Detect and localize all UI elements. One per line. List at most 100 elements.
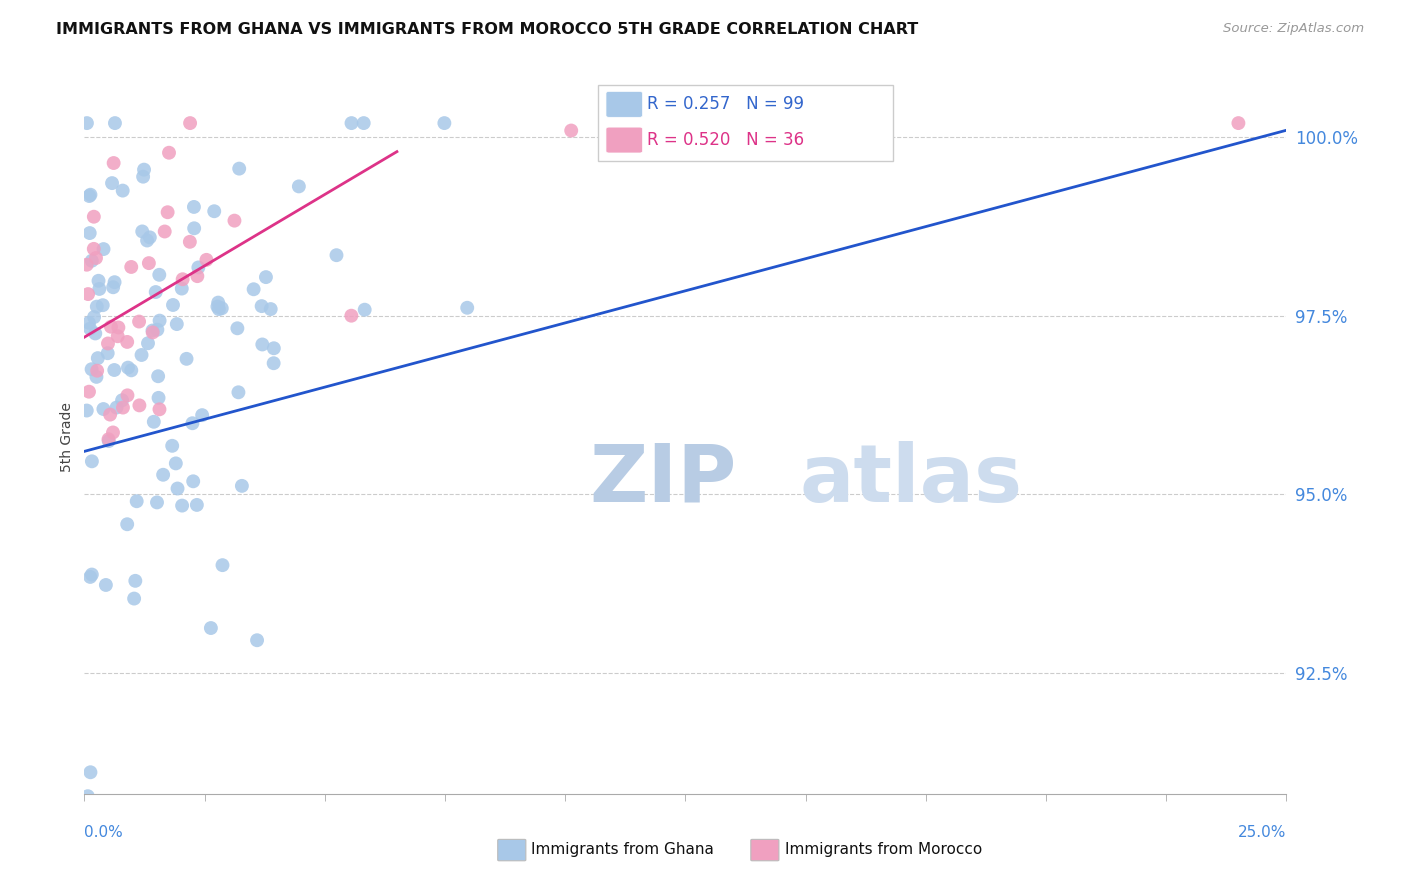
Point <box>117 388 139 402</box>
Text: IMMIGRANTS FROM GHANA VS IMMIGRANTS FROM MOROCCO 5TH GRADE CORRELATION CHART: IMMIGRANTS FROM GHANA VS IMMIGRANTS FROM… <box>56 22 918 37</box>
Point <box>165 456 187 470</box>
Point <box>146 495 169 509</box>
Point <box>242 282 264 296</box>
Text: ZIPatlas: ZIPatlas <box>589 441 957 519</box>
Point <box>124 574 146 588</box>
Text: Immigrants from Morocco: Immigrants from Morocco <box>785 842 981 856</box>
Point <box>84 251 107 265</box>
Point <box>79 187 101 202</box>
Point <box>166 482 188 496</box>
Text: ZIP: ZIP <box>589 441 737 519</box>
Point <box>353 116 375 130</box>
Point <box>101 425 124 440</box>
Point <box>231 479 253 493</box>
Point <box>149 313 172 327</box>
Point <box>353 302 375 317</box>
Point <box>195 252 218 267</box>
Point <box>179 235 201 249</box>
Point <box>86 300 108 314</box>
Point <box>97 346 120 360</box>
Point <box>560 123 582 137</box>
Point <box>79 321 101 335</box>
Point <box>131 348 153 362</box>
Point <box>162 298 184 312</box>
Point <box>94 578 117 592</box>
Point <box>80 567 103 582</box>
Point <box>100 319 122 334</box>
Point <box>260 301 283 316</box>
Point <box>141 324 163 338</box>
Point <box>125 494 148 508</box>
Point <box>207 300 229 314</box>
Point <box>101 176 124 190</box>
Point <box>117 360 139 375</box>
Point <box>200 621 222 635</box>
Point <box>136 336 159 351</box>
Point <box>80 362 103 376</box>
Point <box>136 234 159 248</box>
Point <box>101 280 124 294</box>
Point <box>228 385 250 400</box>
Point <box>111 393 134 408</box>
Point <box>152 467 174 482</box>
Point <box>93 402 115 417</box>
Point <box>107 329 129 343</box>
Point <box>83 310 105 324</box>
Point <box>138 256 160 270</box>
Point <box>79 226 101 240</box>
Point <box>288 179 311 194</box>
Point <box>187 260 209 275</box>
Point <box>84 326 107 341</box>
Point <box>107 320 129 334</box>
Point <box>103 275 125 289</box>
Point <box>86 369 108 384</box>
Point <box>211 558 233 573</box>
Point <box>80 253 103 268</box>
Point <box>77 287 100 301</box>
Point <box>250 299 273 313</box>
Point <box>202 204 225 219</box>
Point <box>157 145 180 160</box>
Point <box>252 337 274 351</box>
Point <box>181 416 204 430</box>
Point <box>183 221 205 235</box>
Point <box>191 408 214 422</box>
Point <box>115 517 138 532</box>
Point <box>77 189 100 203</box>
Point <box>160 439 183 453</box>
Point <box>179 116 201 130</box>
Point <box>77 316 100 330</box>
Point <box>211 301 233 316</box>
Point <box>145 285 167 299</box>
Point <box>263 356 285 370</box>
Point <box>111 401 134 415</box>
Text: Source: ZipAtlas.com: Source: ZipAtlas.com <box>1223 22 1364 36</box>
Point <box>226 321 249 335</box>
Point <box>76 403 98 417</box>
Point <box>148 391 170 405</box>
Point <box>77 384 100 399</box>
Point <box>132 162 155 177</box>
Point <box>146 369 169 384</box>
Point <box>142 326 165 340</box>
Point <box>146 323 169 337</box>
Point <box>254 270 277 285</box>
Point <box>76 116 98 130</box>
Point <box>79 570 101 584</box>
Text: 0.0%: 0.0% <box>84 825 124 840</box>
Text: R = 0.520   N = 36: R = 0.520 N = 36 <box>647 131 804 149</box>
Point <box>186 498 208 512</box>
Point <box>87 274 110 288</box>
Point <box>98 408 121 422</box>
Point <box>142 415 165 429</box>
Text: atlas: atlas <box>800 441 1022 519</box>
Point <box>186 269 208 284</box>
Point <box>263 341 285 355</box>
Point <box>148 402 170 417</box>
Point <box>139 230 162 244</box>
Point <box>128 398 150 412</box>
Point <box>87 351 110 365</box>
Point <box>93 242 115 256</box>
Point <box>79 765 101 780</box>
Point <box>76 258 98 272</box>
